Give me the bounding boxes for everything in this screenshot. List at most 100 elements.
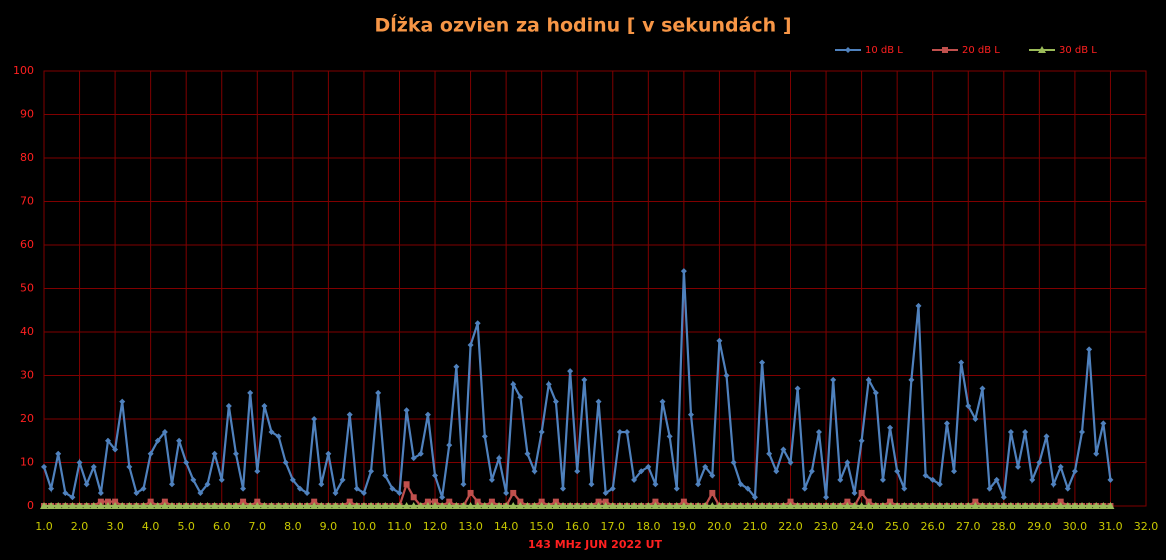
marker (709, 489, 716, 496)
marker (190, 476, 197, 483)
marker (90, 463, 97, 470)
x-tick-label: 17.0 (601, 520, 626, 533)
marker (346, 498, 353, 505)
x-tick-label: 15.0 (529, 520, 554, 533)
marker (830, 376, 837, 383)
x-tick-label: 26.0 (920, 520, 945, 533)
x-tick-label: 4.0 (142, 520, 160, 533)
marker (701, 502, 710, 509)
marker (779, 502, 788, 509)
marker (651, 502, 660, 509)
marker (296, 485, 303, 492)
x-tick-label: 12.0 (423, 520, 448, 533)
marker (709, 472, 716, 479)
marker (808, 468, 815, 475)
marker (126, 463, 133, 470)
marker (950, 502, 959, 509)
marker (787, 498, 794, 505)
marker (637, 502, 646, 509)
marker (338, 502, 347, 509)
marker (1064, 485, 1071, 492)
marker (210, 502, 219, 509)
marker (587, 502, 596, 509)
marker (182, 502, 191, 509)
marker (254, 498, 261, 505)
marker (530, 502, 539, 509)
marker (864, 502, 873, 509)
marker (801, 485, 808, 492)
marker (957, 502, 966, 509)
marker (410, 494, 417, 501)
marker (409, 502, 418, 509)
marker (566, 502, 575, 509)
marker (915, 302, 922, 309)
marker (652, 481, 659, 488)
marker (744, 485, 751, 492)
marker (261, 402, 268, 409)
marker (488, 476, 495, 483)
marker (1028, 502, 1037, 509)
marker (453, 363, 460, 370)
marker (680, 498, 687, 505)
marker (936, 481, 943, 488)
marker (772, 502, 781, 509)
legend-label: 20 dB L (962, 45, 1000, 56)
marker (609, 485, 616, 492)
marker (360, 489, 367, 496)
marker (887, 498, 894, 505)
marker (438, 502, 447, 509)
marker (324, 502, 333, 509)
marker (658, 502, 667, 509)
marker (858, 437, 865, 444)
marker (382, 472, 389, 479)
marker (495, 502, 504, 509)
marker (168, 481, 175, 488)
marker (601, 502, 610, 509)
marker (1035, 502, 1044, 509)
x-tick-label: 16.0 (565, 520, 590, 533)
marker (481, 433, 488, 440)
marker (751, 494, 758, 501)
marker (965, 402, 972, 409)
marker (133, 489, 140, 496)
marker (189, 502, 198, 509)
marker (353, 485, 360, 492)
y-tick-label: 30 (20, 369, 34, 382)
y-tick-label: 10 (20, 456, 34, 469)
marker (432, 498, 439, 505)
marker (424, 411, 431, 418)
x-tick-label: 1.0 (35, 520, 53, 533)
marker (921, 502, 930, 509)
marker (1006, 502, 1015, 509)
marker (999, 502, 1008, 509)
marker (203, 502, 212, 509)
marker (161, 429, 168, 436)
marker (552, 398, 559, 405)
marker (480, 502, 489, 509)
x-tick-label: 8.0 (284, 520, 302, 533)
marker (729, 502, 738, 509)
x-axis-title: 143 MHz JUN 2022 UT (528, 538, 663, 551)
marker (716, 337, 723, 344)
marker (112, 446, 119, 453)
marker (595, 498, 602, 505)
marker (239, 502, 248, 509)
marker (317, 502, 326, 509)
legend-label: 30 dB L (1059, 45, 1097, 56)
marker (161, 498, 168, 505)
marker (183, 459, 190, 466)
marker (509, 502, 518, 509)
marker (644, 502, 653, 509)
x-tick-label: 27.0 (956, 520, 981, 533)
marker (246, 502, 255, 509)
marker (608, 502, 617, 509)
x-tick-label: 32.0 (1134, 520, 1159, 533)
marker (204, 481, 211, 488)
marker (83, 481, 90, 488)
marker (76, 459, 83, 466)
marker (176, 437, 183, 444)
marker (1079, 429, 1086, 436)
marker (907, 502, 916, 509)
marker (367, 502, 376, 509)
